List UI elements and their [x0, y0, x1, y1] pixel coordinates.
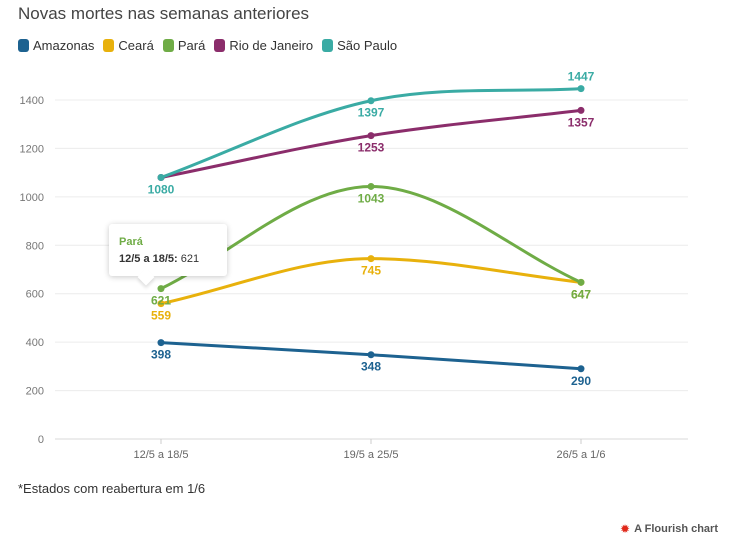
legend-item-amazonas[interactable]: Amazonas — [18, 38, 94, 53]
data-point-s-o-paulo — [577, 85, 585, 93]
y-tick-label: 1200 — [20, 143, 44, 155]
legend-label: Pará — [177, 38, 206, 53]
x-tick-label: 12/5 a 18/5 — [133, 449, 188, 461]
data-point-par- — [367, 182, 375, 190]
tooltip: Pará 12/5 a 18/5: 621 — [109, 224, 227, 276]
legend-swatch — [18, 39, 29, 52]
legend-item-par-[interactable]: Pará — [162, 38, 206, 53]
chart-title: Novas mortes nas semanas anteriores — [18, 4, 310, 23]
data-point-s-o-paulo — [157, 173, 165, 181]
y-tick-label: 800 — [26, 240, 44, 252]
x-tick-label: 26/5 a 1/6 — [557, 449, 606, 461]
data-label-par-: 647 — [571, 287, 591, 301]
legend-swatch — [103, 39, 115, 52]
y-tick-label: 600 — [26, 289, 44, 301]
data-point-par- — [157, 285, 165, 293]
y-tick-label: 400 — [26, 337, 44, 349]
legend-swatch — [214, 39, 226, 52]
y-tick-label: 200 — [26, 386, 44, 398]
data-point-rio-de-janeiro — [367, 132, 375, 140]
legend-label: Ceará — [118, 38, 154, 53]
data-point-s-o-paulo — [367, 97, 375, 105]
data-point-amazonas — [367, 351, 375, 359]
data-label-cear-: 745 — [361, 264, 381, 278]
data-label-cear-: 647 — [571, 287, 591, 301]
y-tick-label: 1400 — [20, 95, 44, 107]
y-tick-label: 1000 — [20, 192, 44, 204]
legend-item-s-o-paulo[interactable]: São Paulo — [322, 38, 397, 53]
flourish-logo-icon: ✹ — [620, 522, 631, 536]
data-label-cear-: 559 — [151, 309, 171, 323]
legend-item-rio-de-janeiro[interactable]: Rio de Janeiro — [214, 38, 313, 53]
credit-label: A Flourish chart — [634, 523, 718, 535]
tooltip-series: Pará — [119, 236, 143, 248]
data-label-s-o-paulo: 1080 — [148, 182, 175, 196]
data-point-cear- — [157, 300, 165, 308]
tooltip-label: 12/5 a 18/5: — [119, 253, 178, 265]
data-point-amazonas — [577, 365, 585, 373]
x-tick-label: 19/5 a 25/5 — [343, 449, 398, 461]
legend-swatch — [162, 39, 174, 52]
legend-label: São Paulo — [337, 38, 398, 53]
data-point-par- — [577, 278, 585, 286]
footnote: *Estados com reabertura em 1/6 — [18, 481, 206, 496]
legend: Amazonas Ceará Pará Rio de Janeiro São Paulo — [18, 38, 397, 53]
tooltip-value: 621 — [180, 253, 200, 265]
data-label-amazonas: 348 — [361, 360, 381, 374]
data-label-rio-de-janeiro: 1357 — [568, 115, 595, 129]
legend-swatch — [322, 39, 334, 52]
data-label-rio-de-janeiro: 1253 — [358, 141, 385, 155]
data-point-cear- — [367, 255, 375, 263]
y-tick-label: 0 — [38, 434, 44, 446]
data-label-s-o-paulo: 1447 — [568, 70, 595, 84]
legend-label: Amazonas — [33, 38, 95, 53]
legend-label: Rio de Janeiro — [229, 38, 314, 53]
data-point-rio-de-janeiro — [577, 106, 585, 114]
data-point-amazonas — [157, 339, 165, 347]
legend-item-cear-[interactable]: Ceará — [103, 38, 154, 53]
data-label-par-: 621 — [151, 294, 171, 308]
data-label-amazonas: 398 — [151, 348, 171, 362]
data-label-amazonas: 290 — [571, 374, 591, 388]
data-label-par-: 1043 — [358, 191, 385, 205]
flourish-credit[interactable]: ✹ A Flourish chart — [620, 523, 718, 535]
data-label-s-o-paulo: 1397 — [358, 106, 385, 120]
